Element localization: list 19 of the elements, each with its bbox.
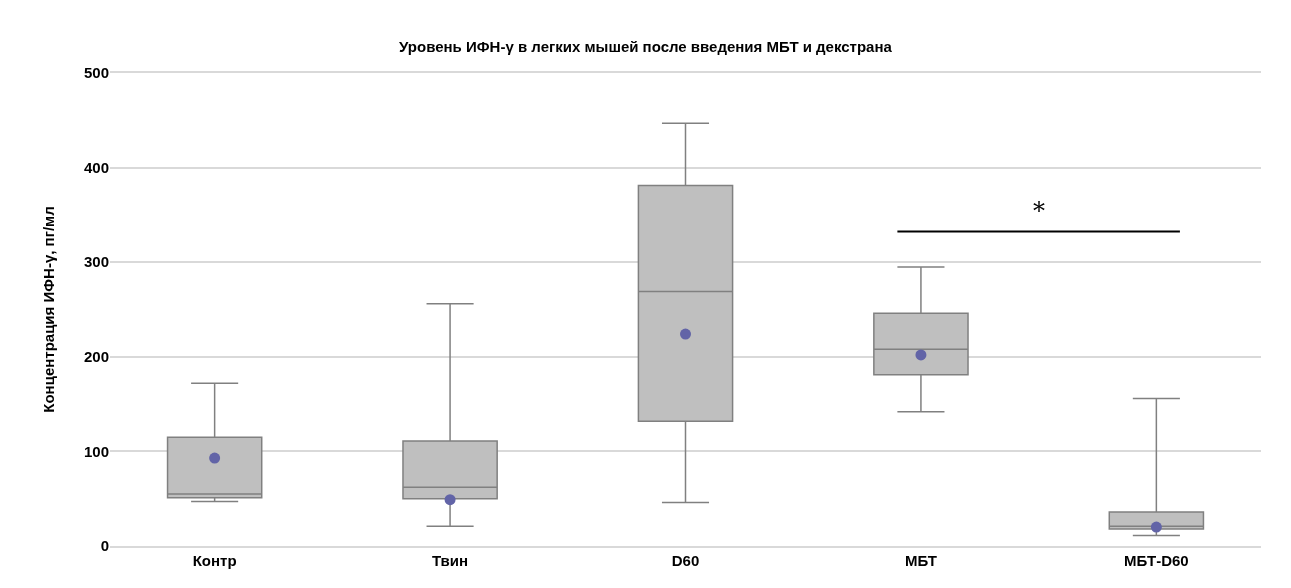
x-tick-label: Контр <box>192 551 237 569</box>
y-tick-label: 200 <box>83 348 109 366</box>
point <box>444 494 456 506</box>
x-tick-label: D60 <box>671 551 700 569</box>
y-tick-label: 500 <box>83 64 109 82</box>
y-tick-label: 300 <box>83 253 109 271</box>
y-axis-title: Концентрация ИФН-γ, пг/мл <box>40 206 58 413</box>
point <box>1150 521 1162 533</box>
y-tick-label: 100 <box>83 442 109 460</box>
x-tick-label: МБТ <box>904 551 937 569</box>
point <box>915 349 927 361</box>
x-tick-label: МБТ-D60 <box>1124 551 1189 569</box>
point <box>680 328 691 340</box>
chart-title: Уровень ИФН-γ в легких мышей после введения МБТ и декстрана <box>399 38 893 56</box>
x-tick-label: Твин <box>432 551 469 569</box>
y-tick-label: 0 <box>100 537 109 555</box>
y-tick-label: 400 <box>83 158 109 176</box>
point <box>209 452 221 464</box>
annotation: * <box>1033 197 1045 225</box>
